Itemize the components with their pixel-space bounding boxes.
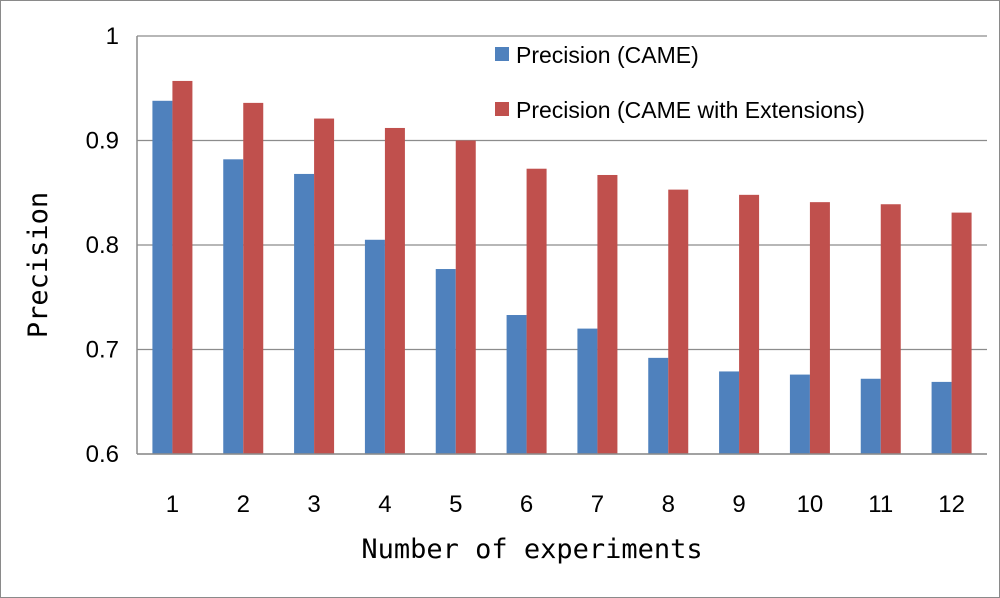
y-tick-label: 0.8	[86, 232, 119, 259]
y-axis-title: Precision	[23, 192, 54, 338]
legend-swatch-came-extensions	[495, 102, 509, 116]
bar-came-extensions	[809, 202, 830, 454]
x-tick-label: 3	[307, 491, 320, 518]
y-tick-labels: 0.6 0.7 0.8 0.9 1	[86, 23, 119, 468]
y-tick-label: 0.7	[86, 337, 119, 364]
bar-came-extensions	[384, 127, 405, 455]
bar-came-extensions	[739, 194, 760, 454]
x-tick-label: 11	[868, 491, 893, 518]
bar-came-extensions	[314, 118, 335, 455]
axes	[136, 36, 987, 455]
bar-came-extensions	[880, 204, 901, 454]
x-tick-label: 12	[938, 491, 965, 518]
x-tick-label: 1	[166, 491, 179, 518]
x-axis-title: Number of experiments	[361, 534, 702, 565]
legend: Precision (CAME) Precision (CAME with Ex…	[495, 42, 865, 123]
bar-came	[294, 173, 315, 454]
bar-came-extensions	[172, 80, 193, 454]
bar-came	[577, 328, 598, 454]
bar-came	[223, 159, 244, 454]
x-tick-label: 2	[237, 491, 250, 518]
x-tick-labels: 1 2 3 4 5 6 7 8 9 10 11 12	[166, 491, 965, 518]
bar-came-extensions	[597, 174, 618, 455]
y-tick-label: 1	[106, 23, 119, 50]
bar-came	[152, 100, 173, 454]
legend-label-came: Precision (CAME)	[516, 42, 699, 68]
bar-came-extensions	[243, 102, 264, 454]
legend-label-came-extensions: Precision (CAME with Extensions)	[516, 97, 865, 123]
y-tick-label: 0.6	[86, 441, 119, 468]
x-tick-label: 4	[378, 491, 391, 518]
bar-came	[789, 374, 810, 454]
bar-came	[931, 381, 952, 454]
bar-came	[719, 371, 740, 454]
bar-came	[435, 269, 456, 454]
legend-swatch-came	[495, 47, 509, 61]
bar-came-extensions	[668, 189, 689, 455]
x-tick-label: 6	[520, 491, 533, 518]
bar-came	[648, 357, 669, 454]
x-tick-label: 10	[797, 491, 824, 518]
y-tick-label: 0.9	[86, 128, 119, 155]
bar-came	[506, 315, 527, 454]
bars	[152, 80, 972, 455]
bar-came-extensions	[455, 140, 476, 454]
x-tick-label: 5	[449, 491, 462, 518]
x-tick-label: 8	[662, 491, 675, 518]
bar-came	[860, 378, 881, 454]
bar-came-extensions	[526, 168, 547, 454]
x-tick-label: 9	[732, 491, 745, 518]
bar-came	[364, 239, 385, 454]
bar-came-extensions	[951, 212, 972, 454]
x-tick-label: 7	[591, 491, 604, 518]
